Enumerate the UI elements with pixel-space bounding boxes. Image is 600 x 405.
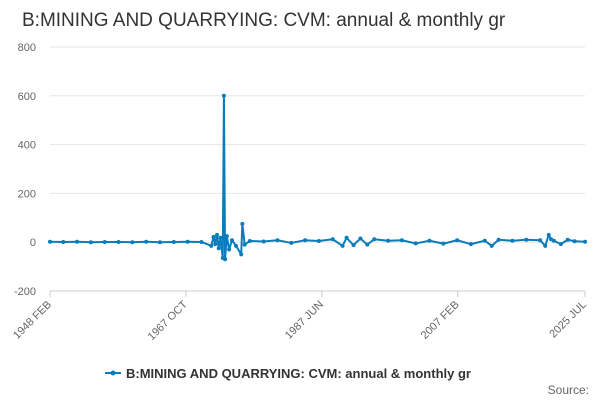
chart-title: B:MINING AND QUARRYING: CVM: annual & mo… xyxy=(22,10,506,31)
y-tick-label: 400 xyxy=(18,140,36,152)
data-point xyxy=(482,238,487,243)
data-point xyxy=(61,239,66,244)
data-point xyxy=(344,235,349,240)
y-tick-label: -200 xyxy=(14,286,36,298)
data-point xyxy=(496,237,501,242)
y-tick-label: 800 xyxy=(18,42,36,54)
data-point xyxy=(88,240,93,245)
grid-layer xyxy=(50,46,585,292)
y-axis-ticks: -200 0 200 400 600 800 xyxy=(14,42,36,298)
data-point xyxy=(215,232,220,237)
data-point xyxy=(209,243,214,248)
data-point xyxy=(399,238,404,243)
data-point xyxy=(229,238,234,243)
data-point xyxy=(565,237,570,242)
data-point xyxy=(543,243,548,248)
series-layer xyxy=(48,93,587,262)
legend-label: B:MINING AND QUARRYING: CVM: annual & mo… xyxy=(126,366,471,381)
data-point xyxy=(546,232,551,237)
data-point xyxy=(351,243,356,248)
data-point xyxy=(213,242,218,247)
x-tick-label: 1948 FEB xyxy=(11,299,54,342)
data-point xyxy=(427,238,432,243)
data-point xyxy=(551,238,556,243)
x-tick-label: 2007 FEB xyxy=(419,299,462,342)
data-point xyxy=(102,239,107,244)
y-tick-label: 600 xyxy=(18,91,36,103)
data-point xyxy=(48,239,52,244)
data-point xyxy=(218,235,223,240)
data-point xyxy=(583,239,587,244)
data-point xyxy=(223,257,228,262)
data-point xyxy=(240,221,245,226)
data-point xyxy=(558,242,563,247)
data-point xyxy=(303,238,308,243)
series-line xyxy=(49,94,586,261)
data-point xyxy=(455,238,460,243)
y-tick-label: 200 xyxy=(18,188,36,200)
y-tick-label: 0 xyxy=(30,237,36,249)
legend-swatch-marker xyxy=(110,370,116,376)
data-point xyxy=(242,242,247,247)
data-point xyxy=(171,239,176,244)
data-point xyxy=(510,238,515,243)
x-tick-label: 1987 JUN xyxy=(283,299,326,342)
data-point xyxy=(234,243,239,248)
data-point xyxy=(221,93,226,98)
data-point xyxy=(441,241,446,246)
data-point xyxy=(75,239,80,244)
data-point xyxy=(275,238,280,243)
x-axis-ticks: 1948 FEB 1967 OCT 1987 JUN 2007 FEB 2025 JUL xyxy=(11,291,589,343)
data-point xyxy=(211,234,216,239)
data-point xyxy=(358,236,363,241)
data-point xyxy=(224,234,229,239)
legend[interactable]: B:MINING AND QUARRYING: CVM: annual & mo… xyxy=(105,366,471,381)
data-point xyxy=(572,239,577,244)
data-point xyxy=(185,239,190,244)
data-point xyxy=(340,243,345,248)
data-point xyxy=(316,238,321,243)
data-point xyxy=(116,239,121,244)
data-point xyxy=(199,239,204,244)
data-point xyxy=(413,241,418,246)
data-point xyxy=(239,252,244,257)
data-point xyxy=(489,243,494,248)
data-point xyxy=(372,237,377,242)
data-point xyxy=(365,242,370,247)
data-point xyxy=(289,240,294,245)
data-point xyxy=(247,238,252,243)
data-point xyxy=(227,247,232,252)
data-point xyxy=(524,237,529,242)
data-point xyxy=(261,239,266,244)
data-point xyxy=(330,237,335,242)
data-point xyxy=(468,242,473,247)
data-point xyxy=(216,246,221,251)
data-point xyxy=(144,239,149,244)
source-label: Source: xyxy=(548,383,589,397)
data-point xyxy=(538,238,543,243)
x-tick-label: 2025 JUL xyxy=(547,299,589,341)
data-point xyxy=(386,238,391,243)
x-tick-label: 1967 OCT xyxy=(146,298,191,343)
data-point xyxy=(157,240,162,245)
data-point xyxy=(130,240,135,245)
